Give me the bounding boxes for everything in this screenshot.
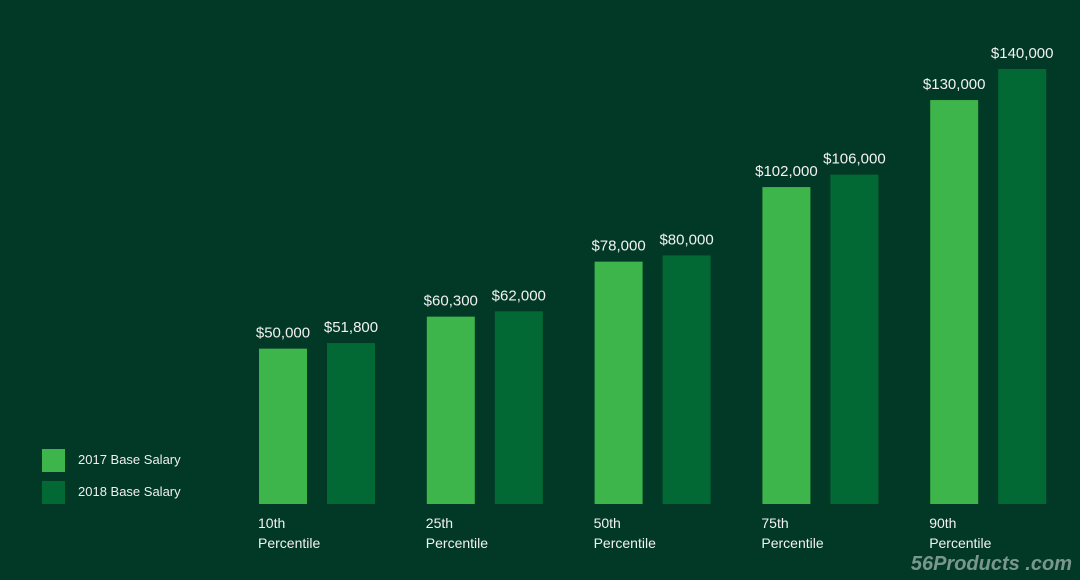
category-label-1: 25th xyxy=(426,515,453,531)
watermark: 56Products .com xyxy=(910,553,1072,575)
bar-2017-2 xyxy=(594,261,643,504)
data-label-2018-4: $140,000 xyxy=(991,45,1054,62)
data-label-2017-4: $130,000 xyxy=(923,76,986,93)
data-label-2017-3: $102,000 xyxy=(755,163,818,180)
category-label-4: Percentile xyxy=(929,535,991,551)
data-label-2017-1: $60,300 xyxy=(424,293,478,310)
legend-label-2017: 2017 Base Salary xyxy=(78,452,181,467)
category-label-1: Percentile xyxy=(426,535,488,551)
bar-2017-4 xyxy=(930,100,979,505)
data-label-2018-2: $80,000 xyxy=(659,231,713,248)
data-label-2017-2: $78,000 xyxy=(591,238,645,255)
bar-2018-1 xyxy=(494,311,543,504)
legend-swatch-2018 xyxy=(42,481,65,504)
category-label-0: Percentile xyxy=(258,535,320,551)
category-label-4: 90th xyxy=(929,515,956,531)
data-label-2018-1: $62,000 xyxy=(492,287,546,304)
bar-2018-3 xyxy=(830,174,879,504)
bar-2018-4 xyxy=(998,69,1047,504)
data-label-2017-0: $50,000 xyxy=(256,325,310,342)
category-label-2: Percentile xyxy=(594,535,656,551)
bar-2018-0 xyxy=(327,343,375,504)
bar-2017-1 xyxy=(426,316,475,504)
bar-2017-3 xyxy=(762,187,811,505)
category-label-0: 10th xyxy=(258,515,285,531)
data-label-2018-0: $51,800 xyxy=(324,319,378,336)
category-label-3: 75th xyxy=(761,515,788,531)
legend-label-2018: 2018 Base Salary xyxy=(78,484,181,499)
category-label-3: Percentile xyxy=(761,535,823,551)
bar-2017-0 xyxy=(259,348,307,504)
bar-2018-2 xyxy=(662,255,711,504)
category-label-2: 50th xyxy=(594,515,621,531)
data-label-2018-3: $106,000 xyxy=(823,151,886,168)
legend-swatch-2017 xyxy=(42,449,65,472)
